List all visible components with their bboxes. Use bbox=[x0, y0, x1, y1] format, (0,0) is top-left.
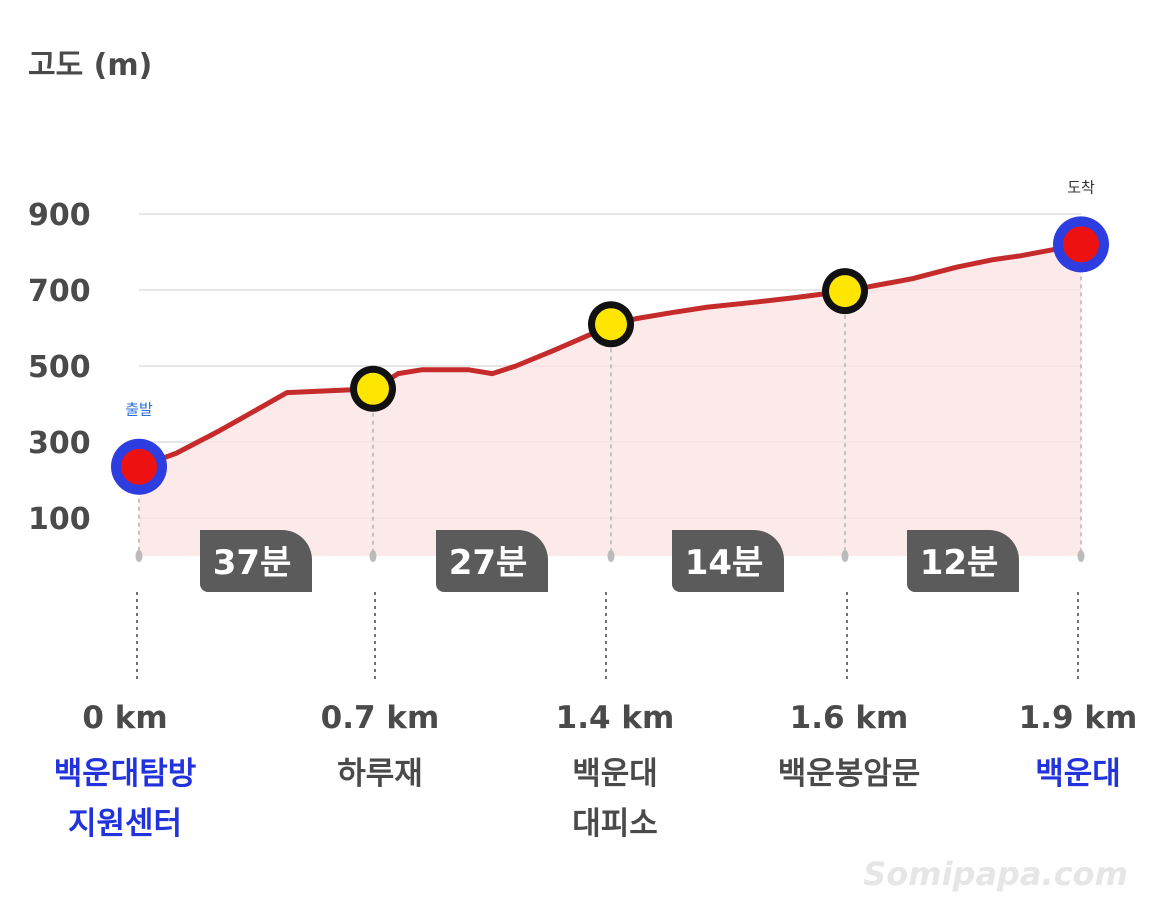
elevation-area bbox=[139, 244, 1081, 556]
duration-badge-1 bbox=[436, 530, 548, 592]
y-tick-labels: 100 300 500 700 900 bbox=[28, 198, 91, 537]
duration-label-2: 14분 bbox=[685, 543, 764, 583]
distance-label-4: 1.9 km bbox=[1019, 700, 1138, 736]
waypoint-dot-2 bbox=[595, 308, 627, 341]
place-name-0-0: 백운대탐방 bbox=[54, 756, 197, 792]
axis-tick-4 bbox=[1077, 550, 1085, 562]
waypoint-dot-3 bbox=[829, 275, 861, 308]
place-name-2-0: 백운대 bbox=[572, 756, 658, 792]
waypoint-dot-0 bbox=[121, 448, 157, 485]
distance-label-2: 1.4 km bbox=[556, 700, 675, 736]
waypoint-dot-1 bbox=[357, 372, 389, 405]
axis-tick-2 bbox=[607, 550, 615, 562]
distance-label-3: 1.6 km bbox=[790, 700, 909, 736]
distance-label-0: 0 km bbox=[82, 700, 167, 736]
y-tick-900: 900 bbox=[28, 198, 91, 233]
place-name-3-0: 백운봉암문 bbox=[778, 756, 921, 792]
place-name-0-1: 지원센터 bbox=[68, 806, 182, 842]
start-marker-label: 출발 bbox=[125, 401, 153, 419]
place-name-4-0: 백운대 bbox=[1035, 756, 1121, 792]
duration-badge-2 bbox=[672, 530, 784, 592]
waypoint-markers: 출발 도착 bbox=[111, 178, 1109, 495]
axis-tick-3 bbox=[841, 550, 849, 562]
waypoint-dot-4 bbox=[1063, 226, 1099, 263]
watermark: Somipapa.com bbox=[863, 855, 1128, 893]
segment-durations: 37분 27분 14분 12분 bbox=[200, 530, 1019, 592]
y-tick-500: 500 bbox=[28, 350, 91, 385]
end-marker-label: 도착 bbox=[1067, 178, 1095, 196]
place-name-1-0: 하루재 bbox=[337, 756, 423, 792]
duration-badge-0 bbox=[200, 530, 312, 592]
axis-tick-1 bbox=[369, 550, 377, 562]
duration-label-3: 12분 bbox=[920, 543, 999, 583]
distance-label-1: 0.7 km bbox=[321, 700, 440, 736]
duration-label-0: 37분 bbox=[213, 543, 292, 583]
y-axis-title: 고도 (m) bbox=[28, 48, 152, 83]
y-tick-300: 300 bbox=[28, 426, 91, 461]
y-tick-700: 700 bbox=[28, 274, 91, 309]
place-name-2-1: 대피소 bbox=[572, 806, 658, 842]
axis-tick-0 bbox=[135, 550, 143, 562]
y-tick-100: 100 bbox=[28, 502, 91, 537]
duration-label-1: 27분 bbox=[449, 543, 528, 583]
duration-badge-3 bbox=[907, 530, 1019, 592]
waypoint-guides bbox=[135, 244, 1085, 682]
